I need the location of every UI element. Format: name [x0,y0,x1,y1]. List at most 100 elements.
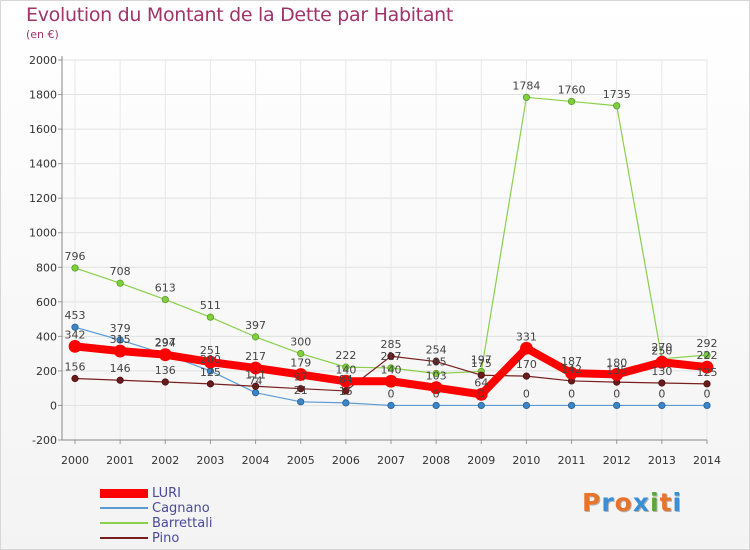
x-tick-label: 2008 [422,454,450,467]
data-label-pino: 125 [697,366,718,379]
data-point-cagnano [387,401,395,410]
data-label-pino: 130 [651,365,672,378]
data-label-barrettali: 222 [335,349,356,362]
data-point-pino [206,380,215,388]
x-tick-label: 2005 [287,454,315,467]
data-label-barrettali: 397 [245,319,266,332]
data-point-barrettali [206,313,215,321]
data-point-pino [477,371,485,379]
data-label-barrettali: 270 [651,341,672,354]
data-point-pino [342,387,350,395]
chart-legend: LURI Cagnano Barrettali Pino [100,486,300,546]
logo-letter: t [659,488,673,517]
logo-letter: r [601,488,615,517]
data-label-pino: 170 [516,358,537,371]
data-point-cagnano [522,401,531,410]
legend-label: Cagnano [152,501,210,516]
x-tick-label: 2007 [377,454,405,467]
data-label-luri: 251 [200,344,221,357]
legend-swatch [100,537,148,539]
data-label-barrettali: 292 [697,337,718,350]
x-tick-label: 2014 [693,454,721,467]
legend-swatch [100,507,148,509]
data-point-cagnano [71,323,79,331]
x-tick-label: 2004 [242,454,270,467]
data-point-luri [429,381,443,395]
x-tick-label: 2000 [61,454,89,467]
data-point-cagnano [477,401,485,410]
y-tick-label: 0 [50,399,57,412]
y-tick-label: 200 [36,365,57,378]
data-point-barrettali [71,264,79,272]
data-point-cagnano [703,401,711,410]
data-label-barrettali: 185 [426,356,447,369]
data-point-cagnano [613,401,621,410]
logo-letter: i [650,488,660,517]
data-label-barrettali: 1735 [603,88,631,101]
data-label-barrettali: 613 [155,282,176,295]
data-label-luri: 64 [474,376,488,389]
logo-letter: x [632,488,650,517]
data-label-barrettali: 1784 [512,79,540,92]
data-point-luri [113,344,127,358]
data-label-cagnano: 0 [433,387,440,400]
data-point-luri [294,368,308,381]
data-label-luri: 140 [381,363,402,376]
data-label-pino: 254 [426,344,447,357]
data-point-barrettali [161,295,169,304]
x-tick-label: 2003 [196,454,224,467]
y-tick-label: 600 [36,296,57,309]
data-label-pino: 136 [155,364,176,377]
data-label-cagnano: 15 [339,385,353,398]
data-label-pino: 125 [200,366,221,379]
data-label-cagnano: 200 [200,353,221,366]
data-point-cagnano [297,398,305,406]
data-point-cagnano [116,336,124,344]
data-label-pino: 175 [471,357,492,370]
data-label-cagnano: 0 [704,387,711,400]
data-point-luri [68,339,82,353]
data-point-luri [520,341,533,355]
data-label-cagnano: 21 [294,384,308,397]
data-point-cagnano [251,389,260,397]
legend-label: LURI [152,486,181,501]
data-label-cagnano: 0 [388,387,395,400]
legend-item-barrettali: Barrettali [100,516,300,531]
data-point-pino [387,352,395,360]
logo-letter: o [614,488,633,517]
x-tick-label: 2010 [512,454,540,467]
data-label-barrettali: 511 [200,299,221,312]
x-tick-label: 2009 [467,454,495,467]
data-point-pino [161,378,169,386]
legend-swatch [100,489,148,498]
data-label-pino: 146 [110,362,131,375]
data-label-barrettali: 217 [381,350,402,363]
data-label-barrettali: 197 [471,353,492,366]
data-label-barrettali: 1760 [558,83,586,96]
data-label-barrettali: 300 [290,336,311,349]
data-label-luri: 331 [516,330,537,343]
data-label-barrettali: 796 [65,250,86,263]
data-point-cagnano [567,401,576,410]
data-point-pino [116,376,124,384]
data-label-luri: 222 [697,349,718,362]
y-tick-label: 1400 [29,158,57,171]
data-label-barrettali: 708 [110,265,131,278]
data-label-cagnano: 0 [478,387,485,400]
legend-item-pino: Pino [100,531,300,546]
data-point-luri [339,374,353,388]
data-label-luri: 103 [426,370,447,383]
data-label-pino: 111 [245,368,266,381]
data-point-luri [700,360,714,374]
data-point-barrettali [116,279,124,287]
data-label-pino: 84 [339,373,353,386]
data-label-cagnano: 0 [658,387,665,400]
y-tick-label: -200 [32,434,57,447]
data-point-cagnano [432,401,440,410]
x-tick-label: 2013 [648,454,676,467]
data-point-barrettali [703,351,711,359]
data-point-barrettali [613,102,621,110]
data-point-barrettali [432,369,440,378]
data-label-luri: 342 [65,328,86,341]
